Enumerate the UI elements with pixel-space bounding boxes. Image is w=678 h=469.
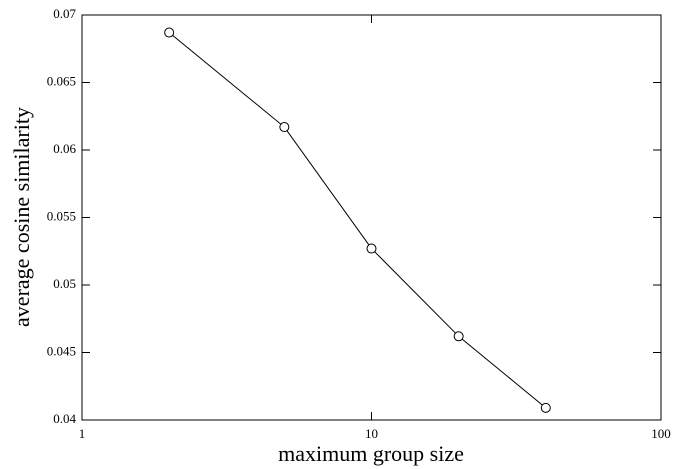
y-tick-label: 0.055 (47, 208, 76, 223)
y-tick-label: 0.065 (47, 73, 76, 88)
point (453, 331, 464, 342)
plot-frame (81, 14, 662, 421)
y-tick-label: 0.05 (53, 276, 76, 291)
y-tick-label: 0.04 (53, 411, 76, 426)
line (168, 32, 547, 409)
y-axis-label: average cosine similarity (9, 107, 34, 327)
x-tick-label: 10 (365, 426, 378, 441)
point (366, 243, 377, 254)
y-tick-label: 0.06 (53, 141, 76, 156)
x-tick-label: 100 (651, 426, 671, 441)
point (540, 402, 551, 413)
point (164, 27, 175, 38)
y-tick-label: 0.07 (53, 6, 76, 21)
x-tick-label: 1 (79, 426, 86, 441)
y-tick-label: 0.045 (47, 343, 76, 358)
x-axis-label: maximum group size (278, 441, 464, 466)
point (279, 122, 290, 133)
